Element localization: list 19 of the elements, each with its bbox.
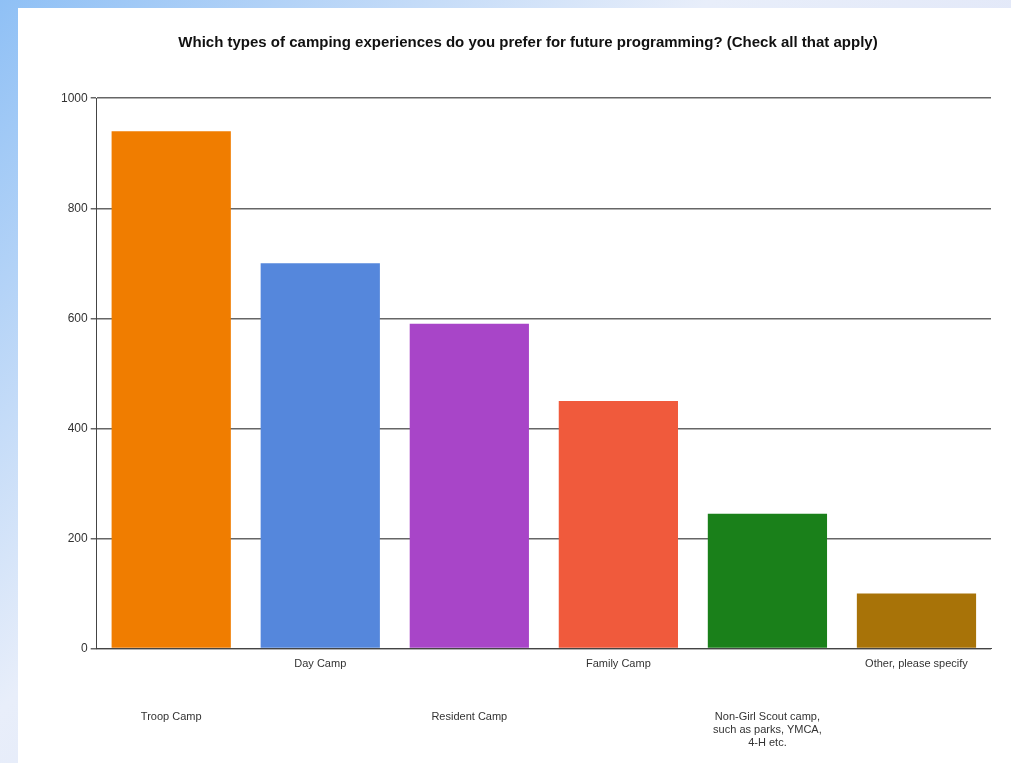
- y-tick-label: 0: [81, 640, 89, 655]
- y-tick-label: 800: [67, 200, 89, 215]
- y-tick-label: 600: [67, 310, 89, 325]
- x-tick-label: Non-Girl Scout camp, such as parks, YMCA, 4-H etc.: [713, 710, 822, 749]
- bar: [260, 263, 380, 648]
- bar: [558, 400, 678, 648]
- x-tick-label: Other, please specify: [865, 657, 969, 670]
- bar: [856, 593, 977, 648]
- bar: [409, 323, 529, 648]
- y-tick-label: 1000: [60, 90, 89, 105]
- x-tick-label: Day Camp: [294, 657, 347, 670]
- x-tick-label: Family Camp: [585, 657, 651, 670]
- chart-title: Which types of camping experiences do you prefer for future programming? (Check all that apply): [177, 32, 879, 52]
- bar: [111, 131, 231, 648]
- x-tick-label: Troop Camp: [140, 710, 202, 723]
- y-tick-label: 400: [67, 420, 89, 435]
- x-tick-label: Resident Camp: [431, 710, 508, 723]
- y-tick-label: 200: [67, 530, 89, 545]
- bar: [707, 513, 828, 648]
